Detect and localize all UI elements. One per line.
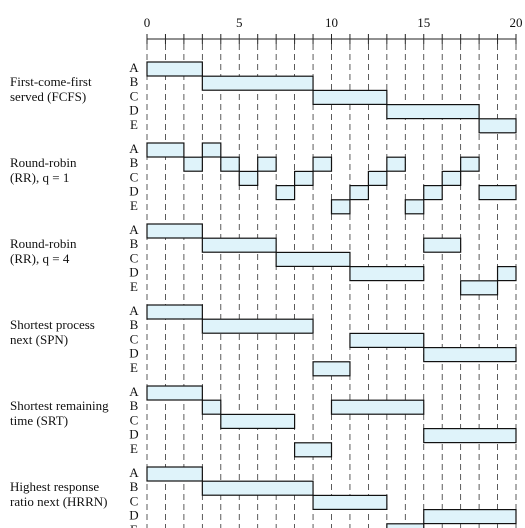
task-bar — [294, 442, 333, 458]
process-label: C — [130, 331, 139, 346]
process-label: E — [130, 522, 138, 528]
task-bar — [312, 361, 351, 377]
task-bar — [146, 385, 203, 401]
task-bar — [423, 347, 517, 363]
task-bar — [275, 251, 351, 267]
task-bar — [312, 494, 388, 510]
process-label: B — [130, 317, 139, 332]
task-bar — [201, 142, 222, 158]
task-bar — [201, 237, 277, 253]
process-label: A — [129, 141, 139, 156]
task-bar — [183, 156, 203, 172]
process-label: E — [130, 441, 138, 456]
process-label: E — [130, 117, 138, 132]
process-label: D — [129, 427, 138, 442]
policy-label: (RR), q = 4 — [10, 251, 70, 266]
task-bar — [349, 266, 425, 282]
policy-label: time (SRT) — [10, 413, 68, 428]
process-label: D — [129, 184, 138, 199]
task-bar — [460, 156, 480, 172]
task-bar — [201, 75, 314, 91]
policy-label: Shortest remaining — [10, 398, 109, 413]
task-bar — [257, 156, 277, 172]
process-label: B — [130, 479, 139, 494]
policy-label: Round-robin — [10, 236, 77, 251]
process-label: D — [129, 103, 138, 118]
process-label: E — [130, 198, 138, 213]
task-bar — [386, 156, 406, 172]
task-bar — [146, 61, 203, 77]
task-bar — [423, 428, 517, 444]
x-tick-label: 20 — [510, 15, 523, 30]
policy-label: Shortest process — [10, 317, 95, 332]
process-label: D — [129, 508, 138, 523]
task-bar — [441, 170, 462, 186]
task-bar — [201, 480, 314, 496]
process-label: E — [130, 360, 138, 375]
process-label: A — [129, 465, 139, 480]
task-bar — [478, 185, 517, 201]
process-label: B — [130, 155, 139, 170]
policy-label: Round-robin — [10, 155, 77, 170]
x-tick-label: 10 — [325, 15, 338, 30]
policy-label: ratio next (HRRN) — [10, 494, 107, 509]
task-bar — [386, 103, 480, 120]
process-label: B — [130, 236, 139, 251]
process-label: A — [129, 222, 139, 237]
process-label: C — [130, 250, 139, 265]
process-label: D — [129, 346, 138, 361]
task-bar — [330, 399, 425, 415]
process-label: C — [130, 412, 139, 427]
policy-label: served (FCFS) — [10, 89, 86, 104]
task-bar — [220, 156, 240, 172]
policy-label: (RR), q = 1 — [10, 170, 69, 185]
process-label: B — [130, 398, 139, 413]
task-bar — [201, 318, 314, 334]
process-label: A — [129, 384, 139, 399]
process-label: C — [130, 169, 139, 184]
task-bar — [386, 523, 425, 528]
task-bar — [478, 118, 517, 134]
process-label: D — [129, 265, 138, 280]
x-tick-label: 0 — [144, 15, 151, 30]
task-bar — [146, 304, 203, 320]
process-label: C — [130, 493, 139, 508]
task-bar — [460, 280, 499, 296]
process-label: B — [130, 74, 139, 89]
task-bar — [201, 399, 222, 415]
task-bar — [220, 413, 296, 429]
task-bar — [275, 185, 296, 201]
policy-label: next (SPN) — [10, 332, 68, 347]
task-bar — [146, 223, 203, 239]
task-bar — [349, 185, 370, 201]
process-label: C — [130, 88, 139, 103]
policy-label: Highest response — [10, 479, 99, 494]
task-bar — [423, 237, 462, 253]
task-bar — [294, 170, 314, 186]
task-bar — [404, 199, 425, 215]
task-bar — [312, 89, 388, 106]
process-label: A — [129, 303, 139, 318]
task-bar — [238, 170, 259, 186]
task-bar — [349, 332, 425, 348]
policy-label: First-come-first — [10, 74, 92, 89]
x-tick-label: 15 — [417, 15, 430, 30]
x-tick-label: 5 — [236, 15, 243, 30]
task-bar — [146, 142, 185, 158]
task-bar — [312, 156, 333, 172]
task-bar — [496, 266, 517, 282]
process-label: A — [129, 60, 139, 75]
task-bar — [367, 170, 388, 186]
process-label: E — [130, 279, 138, 294]
task-bar — [423, 185, 443, 201]
task-bar — [330, 199, 351, 215]
task-bar — [146, 466, 203, 482]
task-bar — [423, 509, 517, 525]
